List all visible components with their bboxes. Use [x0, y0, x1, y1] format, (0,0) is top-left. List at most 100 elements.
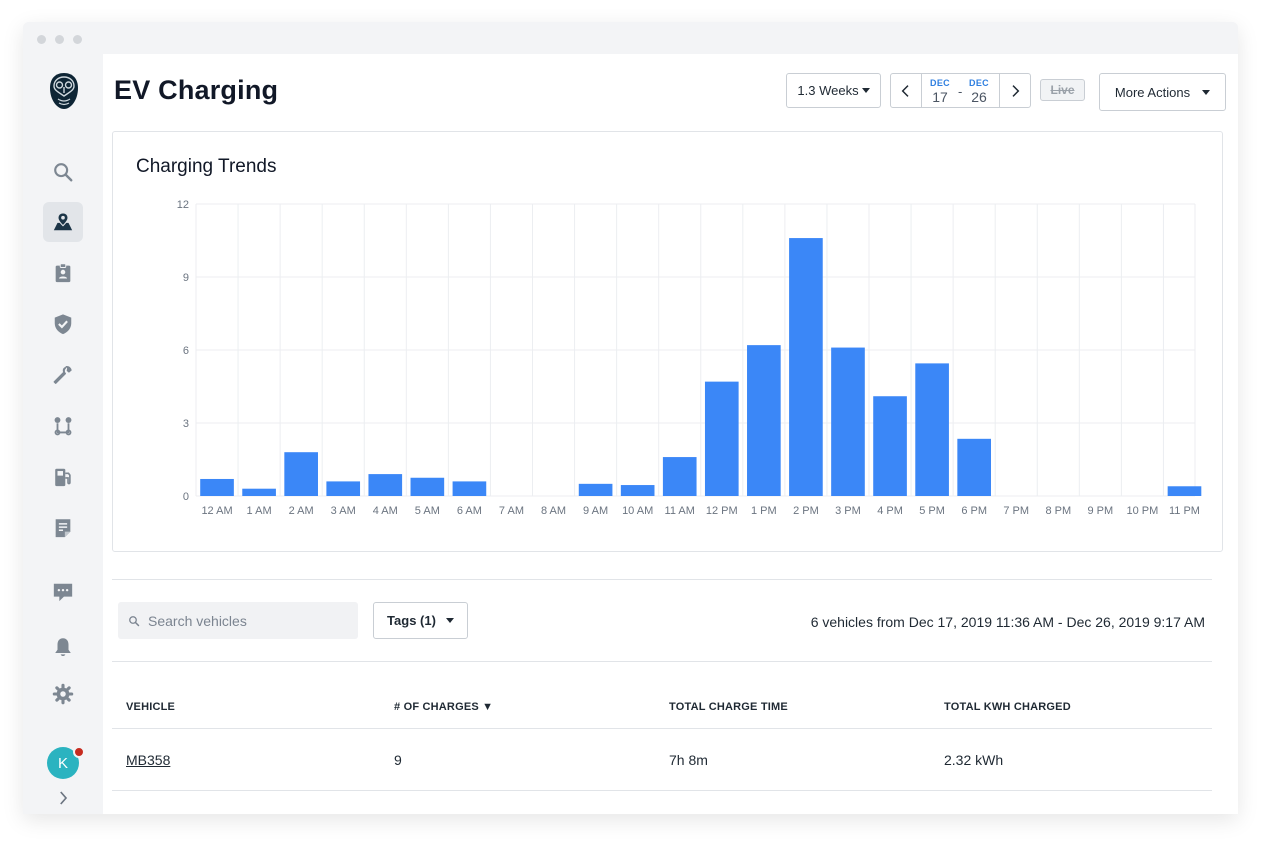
- bar: [831, 347, 865, 496]
- time-range-label: 1.3 Weeks: [797, 83, 859, 98]
- section-divider: [112, 579, 1212, 580]
- page-title: EV Charging: [114, 75, 279, 105]
- sidebar-item-reports[interactable]: [43, 253, 83, 293]
- main-content: EV Charging 1.3 Weeks DEC 17 - DEC 26 Li…: [103, 54, 1238, 814]
- live-toggle[interactable]: Live: [1040, 79, 1085, 101]
- x-tick-label: 3 PM: [835, 505, 861, 517]
- time-range-dropdown[interactable]: 1.3 Weeks: [786, 73, 881, 108]
- date-separator: -: [958, 84, 963, 99]
- sidebar-item-documents[interactable]: [43, 508, 83, 548]
- x-tick-label: 8 PM: [1045, 505, 1071, 517]
- previous-period-button[interactable]: [891, 74, 922, 107]
- sidebar-item-map[interactable]: [43, 202, 83, 242]
- bar: [704, 381, 739, 496]
- bar: [1167, 486, 1202, 496]
- clipboard-badge-icon: [55, 263, 71, 283]
- notification-dot: [73, 746, 85, 758]
- column-header-vehicle[interactable]: VEHICLE: [126, 701, 176, 713]
- wrench-icon: [53, 366, 72, 384]
- x-tick-label: 12 PM: [706, 505, 738, 517]
- owl-logo-icon[interactable]: [49, 72, 79, 110]
- bar: [915, 363, 949, 496]
- bar: [242, 488, 276, 496]
- bar: [326, 481, 361, 496]
- y-tick-label: 3: [183, 418, 189, 430]
- avatar-initial: K: [57, 754, 68, 772]
- caret-down-icon: [861, 88, 870, 93]
- caret-down-icon: [1202, 89, 1211, 95]
- search-box: [118, 602, 358, 639]
- sidebar-item-safety[interactable]: [43, 304, 83, 344]
- bar: [284, 452, 318, 496]
- window-dot-maximize[interactable]: [73, 35, 82, 44]
- tags-filter-dropdown[interactable]: Tags (1): [373, 602, 468, 639]
- bar: [747, 345, 781, 496]
- x-tick-label: 11 PM: [1169, 505, 1200, 517]
- bar: [578, 483, 613, 496]
- bar: [620, 485, 655, 496]
- x-tick-label: 8 AM: [541, 505, 566, 517]
- end-month: DEC: [969, 78, 989, 88]
- x-tick-label: 7 AM: [499, 505, 524, 517]
- y-tick-label: 0: [183, 491, 189, 503]
- x-tick-label: 2 AM: [289, 505, 314, 517]
- search-icon: [129, 615, 140, 626]
- sidebar-item-routes[interactable]: [43, 406, 83, 446]
- x-tick-label: 1 PM: [751, 505, 777, 517]
- column-header-charge-time[interactable]: TOTAL CHARGE TIME: [669, 701, 788, 713]
- bar: [410, 477, 445, 496]
- charging-trends-chart: 0 3 6 9 12 12 AM 1 AM 2 AM 3 AM 4 AM 5 AM 6 AM 7 AM 8…: [177, 199, 1202, 517]
- sidebar-item-fuel[interactable]: [43, 457, 83, 497]
- start-day: 17: [932, 89, 948, 105]
- sidebar: K: [23, 54, 103, 814]
- vehicle-link[interactable]: MB358: [126, 752, 171, 768]
- kwh-cell: 2.32 kWh: [944, 752, 1004, 768]
- x-tick-label: 6 AM: [457, 505, 482, 517]
- bar: [873, 396, 907, 496]
- window-dot-close[interactable]: [37, 35, 46, 44]
- y-tick-label: 6: [183, 345, 189, 357]
- sidebar-expand-button[interactable]: [43, 788, 83, 808]
- bar: [452, 481, 487, 496]
- chart-title: Charging Trends: [136, 156, 277, 177]
- end-date[interactable]: DEC 26: [960, 73, 998, 107]
- sidebar-item-maintenance[interactable]: [43, 355, 83, 395]
- bar: [662, 457, 697, 496]
- x-tick-label: 9 AM: [583, 505, 608, 517]
- x-tick-label: 5 AM: [415, 505, 440, 517]
- next-period-button[interactable]: [999, 74, 1030, 107]
- search-input[interactable]: [148, 612, 338, 629]
- table-header-divider: [112, 728, 1212, 729]
- vehicle-summary: 6 vehicles from Dec 17, 2019 11:36 AM - …: [810, 614, 1205, 630]
- x-tick-label: 3 AM: [331, 505, 356, 517]
- y-tick-label: 9: [183, 272, 189, 284]
- gear-icon: [52, 683, 74, 705]
- window-dot-minimize[interactable]: [55, 35, 64, 44]
- more-actions-dropdown[interactable]: More Actions: [1099, 73, 1226, 111]
- x-tick-label: 10 AM: [622, 505, 653, 517]
- title-bar: [23, 22, 1238, 54]
- sidebar-item-settings[interactable]: [43, 674, 83, 714]
- start-date[interactable]: DEC 17: [921, 73, 959, 107]
- x-tick-label: 2 PM: [793, 505, 819, 517]
- x-tick-label: 9 PM: [1088, 505, 1114, 517]
- tags-filter-label: Tags (1): [387, 613, 436, 628]
- x-tick-label: 4 PM: [877, 505, 903, 517]
- x-tick-label: 4 AM: [373, 505, 398, 517]
- message-icon: [53, 583, 73, 602]
- column-header-kwh[interactable]: TOTAL KWH CHARGED: [944, 701, 1071, 713]
- document-icon: [55, 519, 71, 538]
- bar: [200, 478, 234, 496]
- x-tick-label: 10 PM: [1127, 505, 1159, 517]
- table-row-divider: [112, 790, 1212, 791]
- sidebar-item-messages[interactable]: [43, 572, 83, 612]
- column-header-charges[interactable]: # OF CHARGES ▼: [394, 701, 494, 713]
- app-window: K EV Charging 1.3 Weeks DEC 17 - DEC 26: [23, 22, 1238, 814]
- table-top-divider: [112, 661, 1212, 662]
- chevron-right-icon: [1012, 84, 1020, 97]
- sidebar-item-alerts[interactable]: [43, 627, 83, 667]
- y-tick-label: 12: [177, 199, 189, 211]
- search-icon: [54, 163, 73, 182]
- sidebar-item-search[interactable]: [43, 152, 83, 192]
- charging-trends-card: Charging Trends 0 3 6 9 12 12 AM 1 AM 2 AM 3 AM 4…: [112, 131, 1223, 552]
